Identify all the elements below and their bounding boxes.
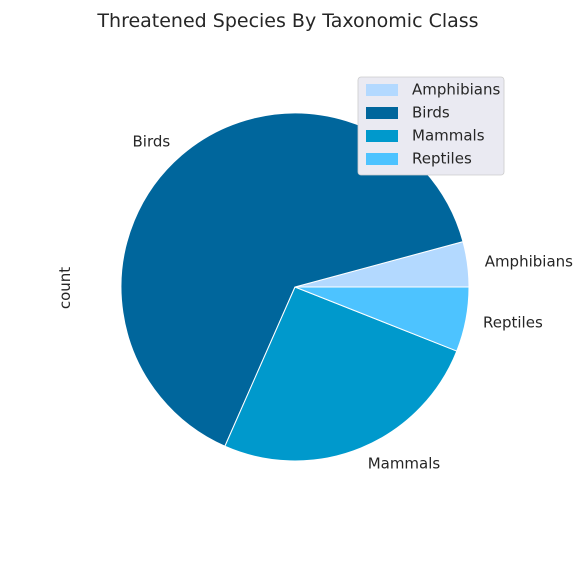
legend-label-reptiles: Reptiles <box>412 150 472 168</box>
legend-label-mammals: Mammals <box>412 127 485 145</box>
y-axis-label: count <box>56 267 74 309</box>
legend-swatch-birds <box>366 107 398 119</box>
chart-title: Threatened Species By Taxonomic Class <box>96 10 478 32</box>
legend-swatch-mammals <box>366 130 398 142</box>
legend-label-birds: Birds <box>412 104 450 122</box>
slice-label-mammals: Mammals <box>368 455 441 473</box>
legend-label-amphibians: Amphibians <box>412 81 500 99</box>
slice-label-amphibians: Amphibians <box>485 252 573 270</box>
slice-label-reptiles: Reptiles <box>483 313 543 331</box>
legend-swatch-reptiles <box>366 153 398 165</box>
legend-swatch-amphibians <box>366 84 398 96</box>
legend: Amphibians Birds Mammals Reptiles <box>358 77 504 175</box>
slice-label-birds: Birds <box>132 132 170 150</box>
